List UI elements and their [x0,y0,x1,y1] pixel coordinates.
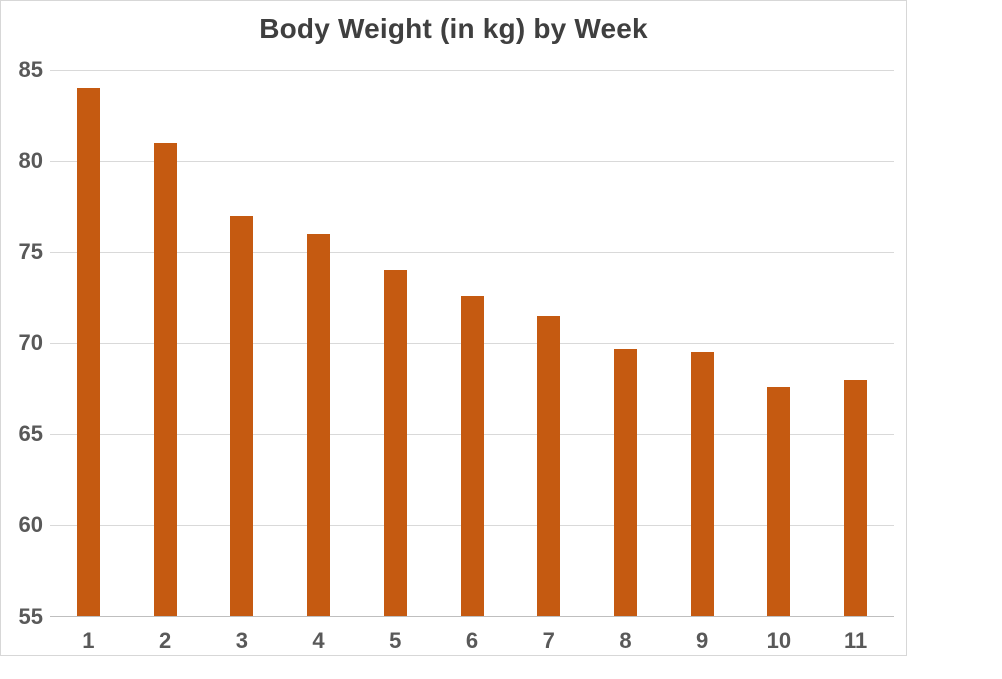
y-axis-tick-label: 55 [18,603,43,629]
x-axis-tick-label: 5 [389,628,402,653]
gridline [50,69,894,71]
y-axis-tick-label: 80 [18,148,43,174]
bar-week-6 [460,295,484,617]
x-axis-tick-label: 1 [82,628,95,653]
x-axis-tick-label: 4 [312,628,325,653]
x-axis-tick-label: 9 [696,628,709,653]
bar-week-2 [153,142,177,617]
bar-week-10 [767,386,791,617]
bar-week-7 [537,315,561,617]
x-axis-tick-label: 7 [542,628,555,653]
y-axis-tick-label: 60 [18,512,43,538]
bar-week-4 [307,233,331,617]
x-axis-tick-label: 8 [619,628,632,653]
gridline [50,251,894,253]
chart-title: Body Weight (in kg) by Week [259,13,648,44]
y-axis-tick-label: 65 [18,421,43,447]
y-axis-tick-label: 70 [18,330,43,356]
bar-chart: Body Weight (in kg) by Week 85 80 75 70 65 60… [0,0,907,656]
bar-week-5 [383,270,407,617]
gridline [50,160,894,162]
x-axis-line [50,616,894,617]
x-axis-tick-label: 3 [235,628,248,653]
bar-week-3 [230,215,254,617]
x-axis-tick-label: 6 [465,628,479,653]
y-axis-tick-label: 85 [18,57,43,82]
y-axis-tick-label: 75 [18,239,43,265]
bar-week-1 [76,88,100,617]
x-axis-tick-label: 2 [158,628,172,653]
bar-week-8 [613,348,637,617]
bar-week-11 [844,379,868,617]
x-axis-tick-label: 10 [766,628,792,653]
x-axis-tick-label: 11 [843,628,868,653]
bar-week-9 [690,352,714,617]
